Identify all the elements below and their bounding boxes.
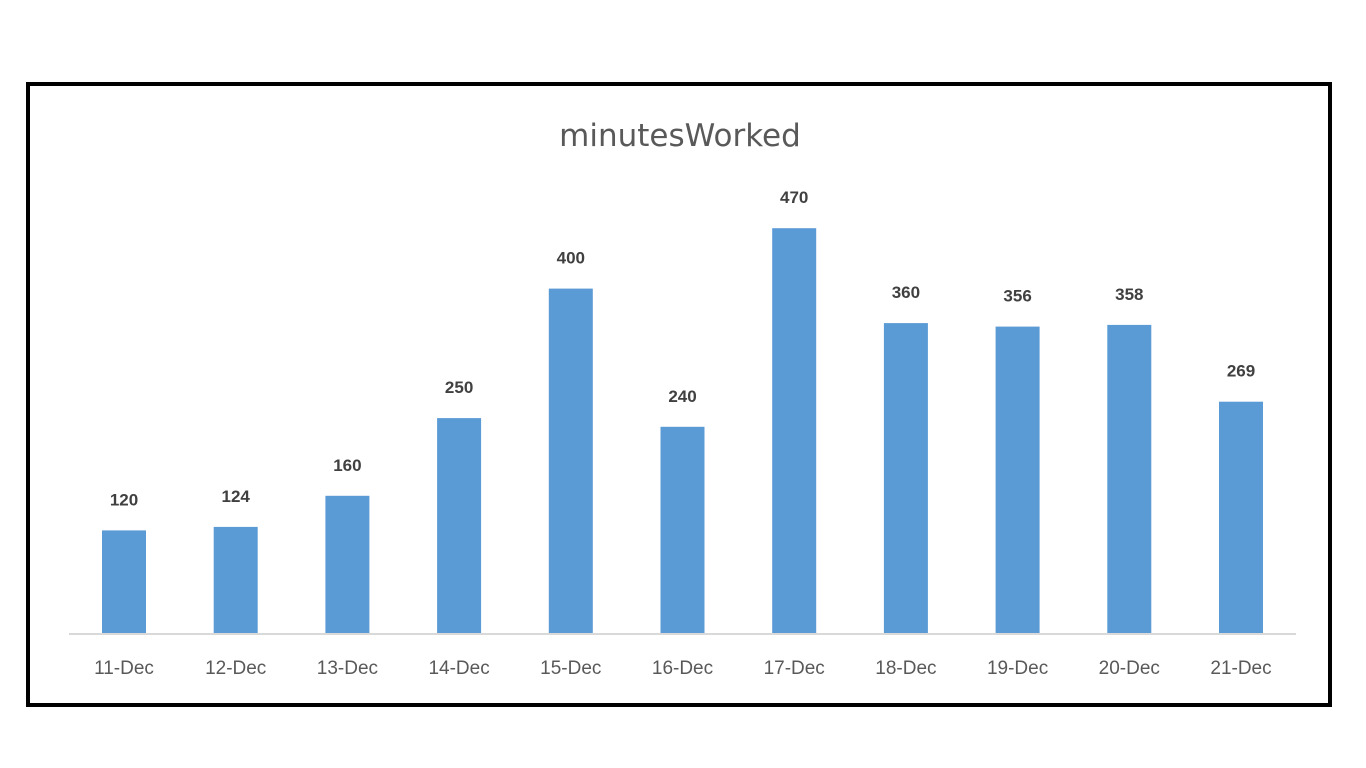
- x-tick-label-20-Dec: 20-Dec: [1099, 658, 1160, 679]
- bar-11-Dec: [102, 530, 146, 634]
- bar-17-Dec: [772, 228, 817, 634]
- bar-18-Dec: [883, 323, 928, 634]
- bars-layer: [102, 228, 1263, 634]
- x-tick-label-21-Dec: 21-Dec: [1210, 658, 1271, 679]
- x-tick-label-14-Dec: 14-Dec: [428, 658, 489, 679]
- x-tick-label-12-Dec: 12-Dec: [205, 658, 266, 679]
- x-tick-labels-layer: 11-Dec 12-Dec 13-Dec 14-Dec 15-Dec 16-Dec 17-D…: [94, 658, 1272, 679]
- bar-15-Dec: [548, 288, 593, 634]
- x-tick-label-19-Dec: 19-Dec: [987, 658, 1048, 679]
- bar-13-Dec: [325, 495, 370, 634]
- bar-14-Dec: [437, 418, 482, 634]
- data-label-11-Dec: 120: [110, 490, 138, 509]
- bar-chart: minutesWorked 120 124 160 250 400 240 470 360 35…: [69, 118, 1296, 679]
- chart-frame: minutesWorked 120 124 160 250 400 240 470 360 35…: [26, 82, 1332, 707]
- data-label-21-Dec: 269: [1227, 362, 1255, 381]
- bar-19-Dec: [995, 326, 1040, 634]
- data-label-20-Dec: 358: [1115, 285, 1143, 304]
- data-labels-layer: 120 124 160 250 400 240 470 360 356 358 269: [110, 188, 1255, 509]
- data-label-13-Dec: 160: [333, 456, 361, 475]
- x-tick-label-13-Dec: 13-Dec: [317, 658, 378, 679]
- bar-12-Dec: [213, 526, 258, 634]
- bar-16-Dec: [660, 426, 705, 634]
- x-tick-label-17-Dec: 17-Dec: [764, 658, 825, 679]
- x-tick-label-16-Dec: 16-Dec: [652, 658, 713, 679]
- data-label-19-Dec: 356: [1003, 287, 1031, 306]
- data-label-16-Dec: 240: [668, 387, 696, 406]
- data-label-15-Dec: 400: [557, 249, 585, 268]
- data-label-14-Dec: 250: [445, 378, 473, 397]
- x-tick-label-15-Dec: 15-Dec: [540, 658, 601, 679]
- data-label-17-Dec: 470: [780, 188, 808, 207]
- chart-title: minutesWorked: [559, 118, 801, 154]
- bar-21-Dec: [1219, 401, 1263, 634]
- bar-20-Dec: [1107, 324, 1152, 634]
- data-label-12-Dec: 124: [222, 487, 251, 506]
- x-tick-label-18-Dec: 18-Dec: [875, 658, 936, 679]
- data-label-18-Dec: 360: [892, 283, 920, 302]
- x-tick-label-11-Dec: 11-Dec: [94, 658, 154, 679]
